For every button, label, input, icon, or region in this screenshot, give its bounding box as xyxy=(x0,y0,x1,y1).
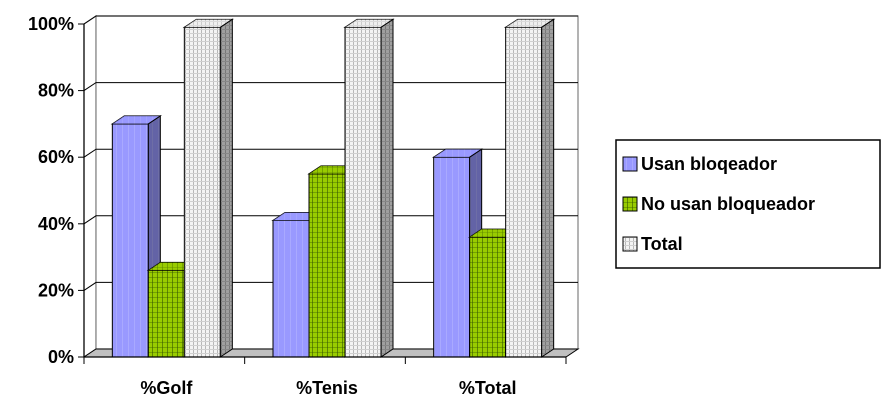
legend-item: Total xyxy=(622,234,683,254)
bar-top-texture xyxy=(433,149,482,158)
bar-front xyxy=(183,26,221,358)
bar-front xyxy=(111,123,149,358)
gridlines xyxy=(83,15,578,291)
bar-front xyxy=(433,156,471,358)
y-tick-label: 20% xyxy=(38,280,74,300)
bar-front xyxy=(469,236,507,358)
x-category-label: %Total xyxy=(459,378,517,398)
y-tick-label: 80% xyxy=(38,81,74,101)
x-axis: %Golf %Tenis %Total xyxy=(83,356,567,398)
legend-swatch xyxy=(622,236,638,252)
bar-front xyxy=(272,219,310,358)
bar-front xyxy=(147,269,185,358)
x-category-label: %Golf xyxy=(140,378,193,398)
y-tick-label: 0% xyxy=(48,347,74,367)
bar xyxy=(182,18,234,358)
bar-top-texture xyxy=(505,19,554,28)
y-tick-label: 60% xyxy=(38,147,74,167)
gridline xyxy=(83,215,578,225)
bar-side xyxy=(219,18,233,358)
bar xyxy=(343,18,395,358)
bar-front xyxy=(308,173,346,358)
legend-label: No usan bloqueador xyxy=(641,194,815,214)
legend-item: Usan bloqeador xyxy=(622,154,777,174)
legend-box xyxy=(615,139,881,269)
legend-item: No usan bloqueador xyxy=(622,194,815,214)
gridline xyxy=(83,148,578,158)
gridline xyxy=(83,15,578,25)
bar xyxy=(504,18,556,358)
bar-side xyxy=(541,18,555,358)
legend-label: Total xyxy=(641,234,683,254)
bar-side-shade xyxy=(220,19,233,358)
legend-label: Usan bloqeador xyxy=(641,154,777,174)
x-category-label: %Tenis xyxy=(296,378,358,398)
bar-front xyxy=(505,26,543,358)
bar-side-shade xyxy=(541,19,554,358)
y-axis: 0% 20% 40% 60% 80% 100% xyxy=(28,14,85,367)
bars xyxy=(110,18,556,358)
legend: Usan bloqeador No usan bloqueador Total xyxy=(615,139,881,269)
gridline xyxy=(83,82,578,92)
legend-swatch xyxy=(622,196,638,212)
bar-top-texture xyxy=(184,19,233,28)
y-tick-label: 40% xyxy=(38,214,74,234)
gridline xyxy=(83,281,578,291)
side-wall xyxy=(83,14,97,359)
bar-top-texture xyxy=(345,19,393,28)
bar-side-shade xyxy=(381,19,393,358)
bar-top-texture xyxy=(112,115,161,124)
bar-side xyxy=(380,18,394,358)
legend-swatch xyxy=(622,156,638,172)
bar-front xyxy=(344,26,382,358)
y-tick-label: 100% xyxy=(28,14,74,34)
